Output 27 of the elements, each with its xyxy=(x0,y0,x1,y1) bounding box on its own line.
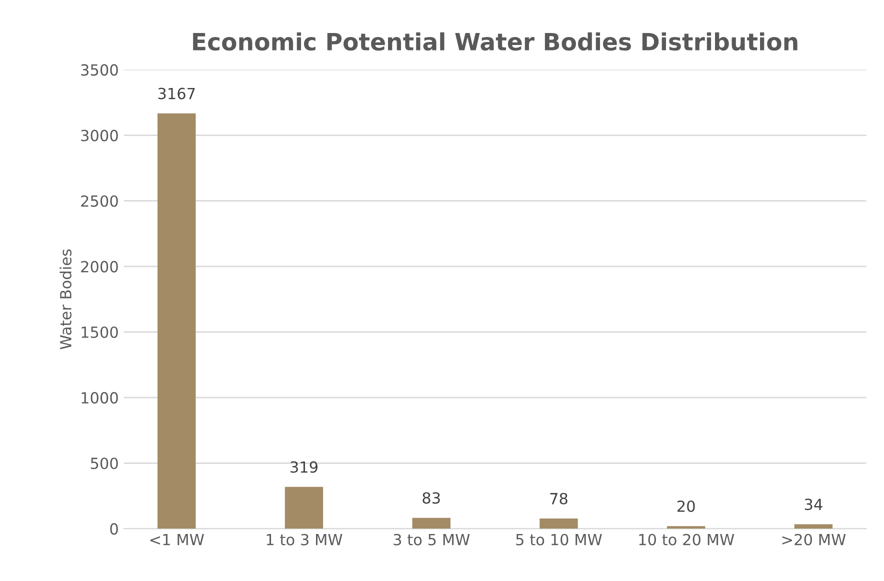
y-tick-label: 500 xyxy=(90,458,118,470)
chart-title: Economic Potential Water Bodies Distribution xyxy=(193,32,798,51)
y-tick-label: 1000 xyxy=(82,392,118,404)
y-tick-label: 2500 xyxy=(81,195,118,207)
y-tick-label: 3000 xyxy=(81,130,118,142)
x-tick-label: 10 to 20 MW xyxy=(639,534,734,546)
data-label: 78 xyxy=(550,492,568,504)
y-axis-title: Water Bodies xyxy=(60,249,72,350)
bar xyxy=(284,486,324,529)
bar xyxy=(540,518,578,529)
x-tick-label: 3 to 5 MW xyxy=(394,534,470,546)
x-tick-label: >20 MW xyxy=(782,534,846,546)
data-label: 319 xyxy=(290,461,318,473)
y-tick-label: 0 xyxy=(110,523,118,535)
data-label: 34 xyxy=(804,498,822,510)
y-tick-label: 3500 xyxy=(81,64,118,76)
bar xyxy=(412,518,450,529)
bar xyxy=(158,113,196,529)
y-tick-label: 2000 xyxy=(81,260,118,272)
bar xyxy=(666,526,706,529)
x-tick-label: 1 to 3 MW xyxy=(266,534,342,546)
data-label: 83 xyxy=(422,492,440,504)
data-label: 3167 xyxy=(158,88,195,100)
data-label: 20 xyxy=(677,500,695,512)
y-tick-label: 1500 xyxy=(82,326,118,338)
x-tick-label: 5 to 10 MW xyxy=(516,534,602,546)
x-tick-label: <1 MW xyxy=(150,534,204,546)
